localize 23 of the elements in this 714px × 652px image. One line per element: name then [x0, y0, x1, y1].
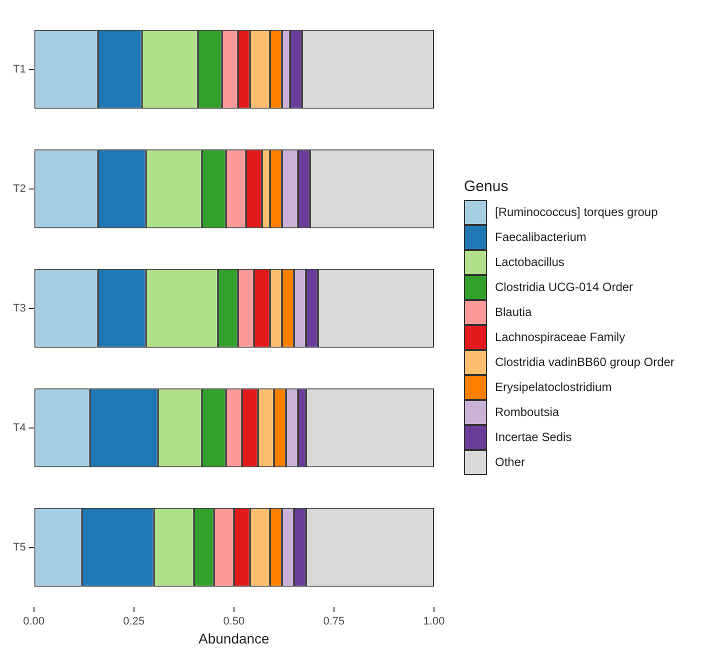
y-tick-label: T1 [12, 63, 26, 76]
legend-label: Lachnospiraceae Family [495, 330, 626, 344]
x-tick-label: 0.50 [223, 616, 245, 628]
legend-label: Incertae Sedis [495, 430, 572, 444]
x-tick-label: 1.00 [423, 616, 445, 628]
x-tick-label: 0.75 [323, 616, 345, 628]
x-tick-label: 0.00 [23, 616, 45, 628]
legend-label: Clostridia UCG-014 Order [495, 280, 634, 294]
legend-label: [Ruminococcus] torques group [495, 205, 658, 219]
legend-label: Erysipelatoclostridium [495, 380, 612, 394]
x-axis-title: Abundance [198, 630, 270, 646]
legend-label: Lactobacillus [495, 255, 564, 269]
x-tick-label: 0.25 [123, 616, 145, 628]
legend-label: Blautia [495, 305, 532, 319]
legend-label: Faecalibacterium [495, 230, 586, 244]
y-tick-label: T3 [12, 302, 26, 314]
y-tick-label: T2 [12, 182, 26, 195]
legend-title: Genus [464, 178, 510, 194]
y-tick-label: T4 [12, 422, 26, 434]
legend-label: Clostridia vadinBB60 group Order [495, 355, 674, 369]
legend-label: Other [495, 455, 526, 469]
y-tick-label: T5 [12, 541, 26, 554]
legend-label: Romboutsia [495, 405, 560, 419]
